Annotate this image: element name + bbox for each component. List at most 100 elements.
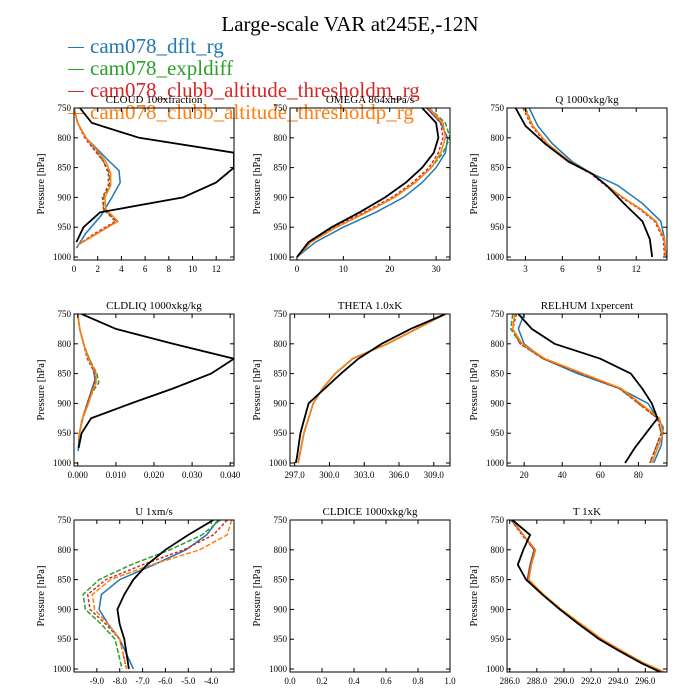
x-tick-label: -9.0 — [90, 676, 105, 686]
y-axis-label: Pressure [hPa] — [36, 154, 47, 215]
series-line — [294, 314, 446, 464]
x-tick-label: 309.0 — [424, 470, 445, 480]
series-line — [91, 520, 233, 670]
legend-label: cam078_clubb_altitude_thresholdp_rg — [90, 100, 414, 124]
y-axis-label: Pressure [hPa] — [252, 360, 263, 421]
y-tick-label: 950 — [491, 634, 505, 644]
plot-frame — [289, 519, 451, 673]
y-tick-label: 850 — [274, 163, 288, 173]
x-tick-label: 2 — [95, 264, 100, 274]
y-tick-label: 950 — [58, 634, 72, 644]
series-line — [510, 520, 664, 672]
x-tick-label: 0.040 — [220, 470, 241, 480]
panel-title: U 1xm/s — [135, 506, 173, 518]
y-tick-label: 750 — [274, 309, 288, 319]
x-tick-label: 80 — [634, 470, 644, 480]
x-tick-label: 292.0 — [581, 676, 602, 686]
x-tick-label: 288.0 — [527, 676, 548, 686]
series-line — [522, 108, 666, 258]
x-tick-label: 0.010 — [106, 470, 127, 480]
series-line — [511, 314, 664, 464]
panel-title: Q 1000xkg/kg — [555, 94, 619, 106]
y-tick-label: 850 — [58, 369, 72, 379]
x-tick-label: 0.0 — [284, 676, 296, 686]
series-line — [511, 314, 663, 464]
x-tick-label: 10 — [188, 264, 198, 274]
y-tick-label: 750 — [491, 515, 505, 525]
series-line — [511, 520, 665, 672]
x-tick-label: 9 — [597, 264, 602, 274]
y-tick-label: 1000 — [269, 458, 288, 468]
y-axis-label: Pressure [hPa] — [469, 154, 480, 215]
panel-title: CLOUD 100xfraction — [106, 94, 203, 106]
series-line — [517, 314, 659, 464]
y-tick-label: 850 — [274, 575, 288, 585]
series-line — [82, 520, 221, 670]
y-tick-label: 900 — [274, 192, 288, 202]
legend-label: cam078_dflt_rg — [90, 34, 224, 58]
series-line — [524, 108, 667, 258]
y-tick-label: 850 — [58, 163, 72, 173]
x-tick-label: 303.0 — [354, 470, 375, 480]
y-tick-label: 900 — [58, 398, 72, 408]
series-line — [297, 314, 446, 464]
y-tick-label: 1000 — [486, 252, 505, 262]
panel-title: THETA 1.0xK — [338, 300, 403, 312]
legend-line-icon — [68, 91, 84, 92]
y-tick-label: 1000 — [269, 252, 288, 262]
plot-frame — [506, 519, 668, 673]
x-tick-label: 10 — [339, 264, 349, 274]
series-line — [297, 314, 446, 464]
y-tick-label: 950 — [58, 428, 72, 438]
series-line — [510, 314, 663, 464]
panel-title: CLDICE 1000xkg/kg — [322, 506, 418, 518]
y-tick-label: 750 — [58, 309, 72, 319]
x-tick-label: 0 — [295, 264, 300, 274]
y-tick-label: 1000 — [53, 458, 72, 468]
y-tick-label: 800 — [274, 339, 288, 349]
x-tick-label: -5.0 — [181, 676, 196, 686]
series-line — [77, 314, 97, 440]
y-tick-label: 850 — [58, 575, 72, 585]
y-tick-label: 1000 — [486, 664, 505, 674]
figure-title: Large-scale VAR at245E,-12N — [221, 12, 479, 36]
series-line — [523, 108, 667, 258]
series-line — [86, 520, 228, 670]
y-tick-label: 850 — [491, 163, 505, 173]
plot-frame — [73, 519, 235, 673]
y-tick-label: 950 — [58, 222, 72, 232]
plot-frame — [506, 107, 668, 261]
x-tick-label: 40 — [558, 470, 568, 480]
plot-frame — [506, 313, 668, 467]
y-tick-label: 850 — [491, 369, 505, 379]
x-tick-label: 0.6 — [380, 676, 392, 686]
x-tick-label: 306.0 — [389, 470, 410, 480]
chart-panel: 750 800 850 900 950 1000 -9.0 -8.0 -7.0 -6.0 -5.0-… — [36, 506, 235, 686]
plot-frame — [289, 107, 451, 261]
series-line — [297, 314, 446, 464]
y-tick-label: 800 — [58, 339, 72, 349]
y-axis-label: Pressure [hPa] — [469, 360, 480, 421]
plot-frame — [73, 107, 235, 261]
x-tick-label: 294.0 — [608, 676, 629, 686]
x-tick-label: -4.0 — [204, 676, 219, 686]
series-group — [510, 314, 664, 464]
series-line — [511, 520, 665, 672]
series-line — [511, 520, 661, 672]
y-tick-label: 750 — [491, 103, 505, 113]
series-group — [514, 108, 667, 258]
x-tick-label: 0.2 — [316, 676, 327, 686]
x-tick-label: 3 — [523, 264, 528, 274]
y-tick-label: 750 — [491, 309, 505, 319]
y-tick-label: 950 — [274, 222, 288, 232]
x-tick-label: 0.030 — [182, 470, 203, 480]
panel-title: T 1xK — [573, 506, 601, 518]
x-tick-label: -6.0 — [158, 676, 173, 686]
y-tick-label: 1000 — [269, 664, 288, 674]
series-group — [296, 108, 450, 258]
series-line — [528, 108, 667, 258]
series-line — [296, 108, 447, 258]
chart-panel: 750 800 850 900 950 1000 0.000 0.010 0.020 0.030 0… — [36, 300, 241, 480]
x-tick-label: 20 — [385, 264, 395, 274]
